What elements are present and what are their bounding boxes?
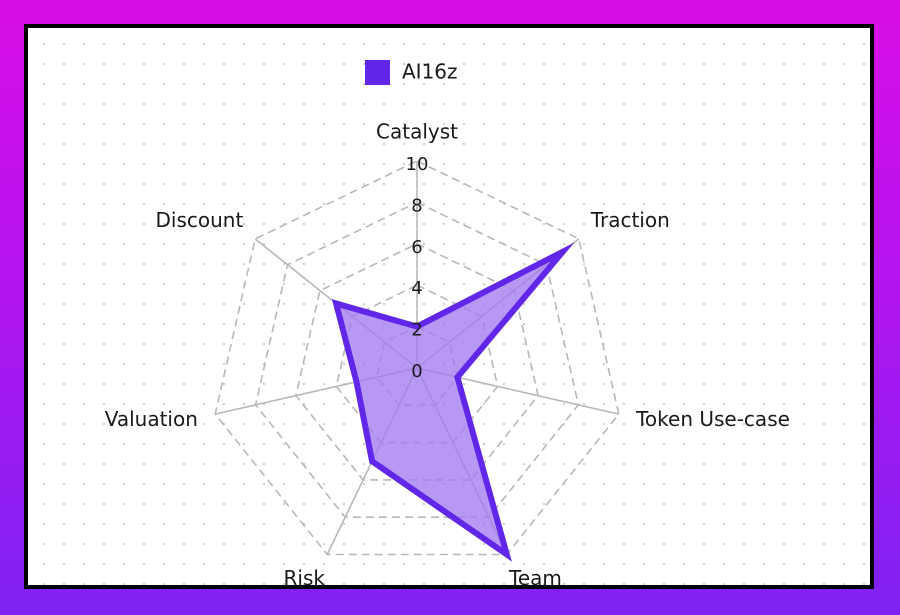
data-point <box>561 250 565 254</box>
axis-label: Team <box>508 566 562 590</box>
tick-label: 0 <box>411 361 422 382</box>
legend: AI16z <box>365 60 458 85</box>
series-area-0 <box>331 242 575 562</box>
axis-label: Traction <box>590 208 670 232</box>
radar-axis-labels: Catalyst Traction Token Use-case Team Risk Va… <box>105 120 790 591</box>
data-point <box>334 302 338 305</box>
legend-label: AI16z <box>402 60 458 84</box>
radar-series <box>331 242 575 562</box>
chart-card <box>24 24 874 589</box>
axis-label: Risk <box>284 566 326 590</box>
axis-label: Catalyst <box>376 120 458 144</box>
radar-tick-labels: 0 2 4 6 8 10 <box>406 154 429 382</box>
tick-label: 10 <box>406 154 429 175</box>
tick-label: 4 <box>411 278 422 299</box>
grid-ring <box>214 160 620 556</box>
data-point <box>355 380 358 384</box>
axis-label: Token Use-case <box>635 407 790 431</box>
data-point <box>370 459 374 463</box>
legend-swatch <box>365 60 390 85</box>
data-point <box>505 553 509 556</box>
data-point <box>455 375 459 379</box>
data-point <box>415 325 419 329</box>
tick-label: 6 <box>411 237 422 258</box>
axis-label: Discount <box>155 208 243 232</box>
axis-label: Valuation <box>105 407 198 431</box>
tick-label: 2 <box>411 320 422 341</box>
grid-ring <box>254 201 580 519</box>
tick-label: 8 <box>411 195 422 216</box>
